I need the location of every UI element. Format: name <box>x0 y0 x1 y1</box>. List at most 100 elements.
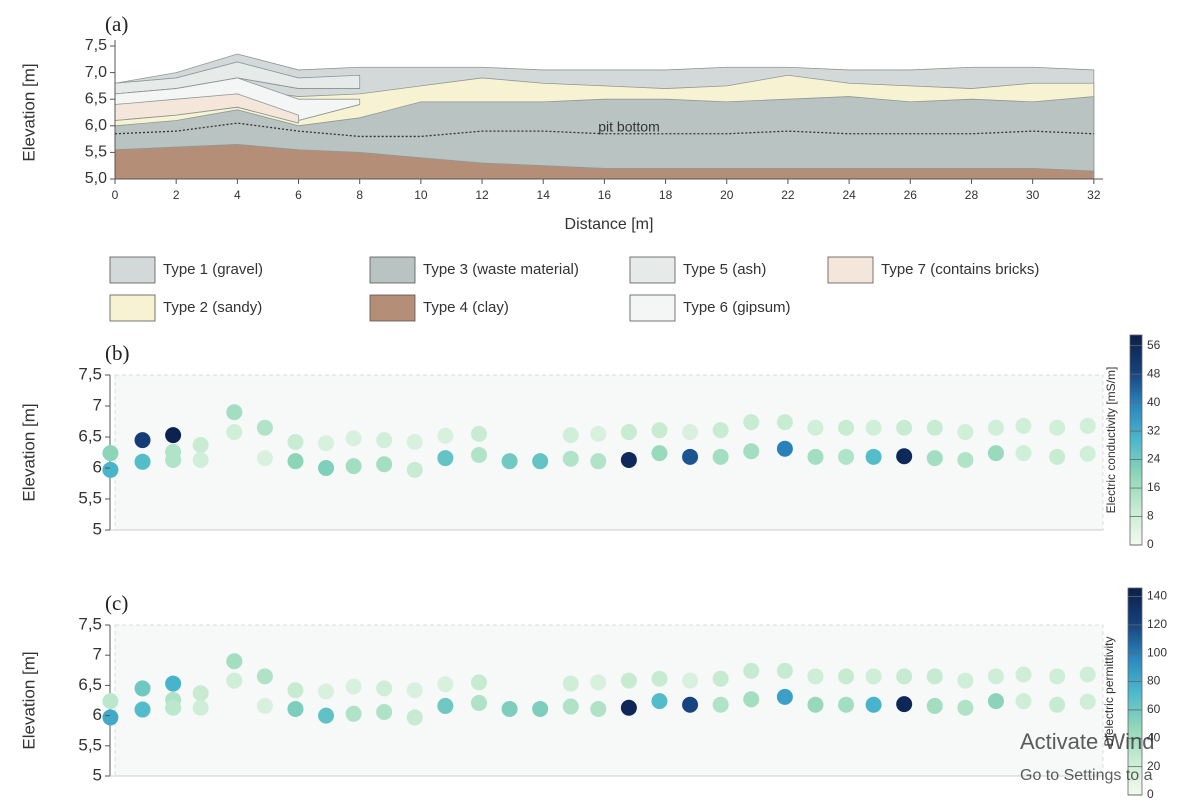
measurement-point <box>1080 418 1096 434</box>
measurement-point <box>713 422 729 438</box>
colorbar-tick-label: 48 <box>1147 366 1161 380</box>
measurement-point <box>777 663 793 679</box>
measurement-point <box>287 434 303 450</box>
x-tick-label: 6 <box>295 188 302 202</box>
measurement-point <box>102 709 118 725</box>
colorbar-tick-label: 120 <box>1147 617 1167 631</box>
measurement-point <box>1049 420 1065 436</box>
colorbar <box>1128 588 1142 795</box>
measurement-point <box>376 456 392 472</box>
legend-label: Type 7 (contains bricks) <box>881 261 1039 278</box>
legend-swatch <box>828 257 873 283</box>
x-tick-label: 18 <box>659 188 673 202</box>
measurement-point <box>346 458 362 474</box>
x-tick-label: 2 <box>173 188 180 202</box>
measurement-point <box>651 671 667 687</box>
colorbar-tick-label: 32 <box>1147 423 1161 437</box>
measurement-point <box>437 450 453 466</box>
x-tick-label: 24 <box>842 188 856 202</box>
y-axis-label: Elevation [m] <box>19 403 38 501</box>
measurement-point <box>407 682 423 698</box>
legend-swatch <box>110 257 155 283</box>
colorbar-label: Electric conductivity [mS/m] <box>1104 367 1118 514</box>
measurement-point <box>407 462 423 478</box>
measurement-point <box>257 698 273 714</box>
measurement-point <box>135 432 151 448</box>
measurement-point <box>318 708 334 724</box>
panel-title: (b) <box>105 341 130 365</box>
measurement-point <box>590 701 606 717</box>
measurement-point <box>988 668 1004 684</box>
legend-swatch <box>630 257 675 283</box>
colorbar-tick-label: 16 <box>1147 480 1161 494</box>
measurement-point <box>1015 445 1031 461</box>
measurement-point <box>226 673 242 689</box>
measurement-point <box>287 453 303 469</box>
measurement-point <box>621 673 637 689</box>
legend-label: Type 2 (sandy) <box>163 299 262 316</box>
measurement-point <box>807 697 823 713</box>
measurement-point <box>1015 418 1031 434</box>
measurement-point <box>471 426 487 442</box>
y-axis-label: Elevation [m] <box>19 63 38 161</box>
y-tick-label: 5 <box>93 765 102 784</box>
measurement-point <box>1049 668 1065 684</box>
measurement-point <box>471 447 487 463</box>
measurement-point <box>563 676 579 692</box>
measurement-point <box>866 668 882 684</box>
legend-label: Type 1 (gravel) <box>163 261 263 278</box>
colorbar-tick-label: 60 <box>1147 702 1161 716</box>
measurement-point <box>777 414 793 430</box>
measurement-point <box>682 697 698 713</box>
measurement-point <box>743 443 759 459</box>
measurement-point <box>927 698 943 714</box>
measurement-point <box>165 452 181 468</box>
measurement-point <box>287 682 303 698</box>
colorbar-tick-label: 40 <box>1147 395 1161 409</box>
x-tick-label: 28 <box>965 188 979 202</box>
measurement-point <box>1049 697 1065 713</box>
legend-label: Type 5 (ash) <box>683 261 766 278</box>
measurement-point <box>226 404 242 420</box>
x-tick-label: 0 <box>112 188 119 202</box>
measurement-point <box>896 696 912 712</box>
measurement-point <box>257 420 273 436</box>
y-tick-label: 6 <box>93 705 102 724</box>
y-tick-label: 7,5 <box>78 614 102 633</box>
colorbar-tick-label: 80 <box>1147 674 1161 688</box>
y-tick-label: 5,0 <box>85 170 107 187</box>
measurement-point <box>346 430 362 446</box>
measurement-point <box>927 420 943 436</box>
measurement-point <box>621 700 637 716</box>
measurement-point <box>257 450 273 466</box>
x-tick-label: 30 <box>1026 188 1040 202</box>
legend-label: Type 6 (gipsum) <box>683 299 791 316</box>
measurement-point <box>563 451 579 467</box>
colorbar-tick-label: 56 <box>1147 338 1161 352</box>
measurement-point <box>896 668 912 684</box>
measurement-point <box>957 424 973 440</box>
measurement-point <box>471 674 487 690</box>
measurement-point <box>777 441 793 457</box>
measurement-point <box>957 452 973 468</box>
measurement-point <box>651 693 667 709</box>
colorbar-tick-label: 8 <box>1147 509 1154 523</box>
figure: (a)Elevation [m]pit bottom02468101214161… <box>0 0 1197 800</box>
measurement-point <box>988 693 1004 709</box>
colorbar-tick-label: 0 <box>1147 537 1154 551</box>
measurement-point <box>713 697 729 713</box>
pit-bottom-label: pit bottom <box>598 118 659 134</box>
panel-title: (a) <box>105 12 128 36</box>
colorbar-tick-label: 24 <box>1147 452 1161 466</box>
measurement-point <box>682 673 698 689</box>
measurement-point <box>532 701 548 717</box>
measurement-point <box>807 449 823 465</box>
measurement-point <box>437 698 453 714</box>
colorbar-tick-label: 100 <box>1147 645 1167 659</box>
measurement-point <box>621 452 637 468</box>
measurement-point <box>376 432 392 448</box>
measurement-point <box>927 668 943 684</box>
measurement-point <box>713 449 729 465</box>
measurement-point <box>165 676 181 692</box>
measurement-point <box>502 701 518 717</box>
